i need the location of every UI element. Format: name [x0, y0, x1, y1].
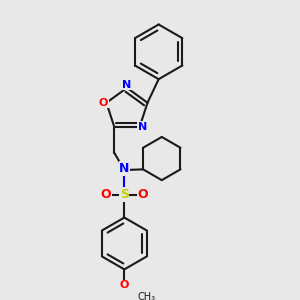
- Text: N: N: [138, 122, 147, 132]
- Text: O: O: [120, 280, 129, 290]
- Text: S: S: [120, 188, 129, 201]
- Text: CH₃: CH₃: [137, 292, 155, 300]
- Text: O: O: [99, 98, 108, 108]
- Text: N: N: [122, 80, 132, 90]
- Text: O: O: [100, 188, 111, 201]
- Text: N: N: [119, 162, 130, 175]
- Text: O: O: [138, 188, 148, 201]
